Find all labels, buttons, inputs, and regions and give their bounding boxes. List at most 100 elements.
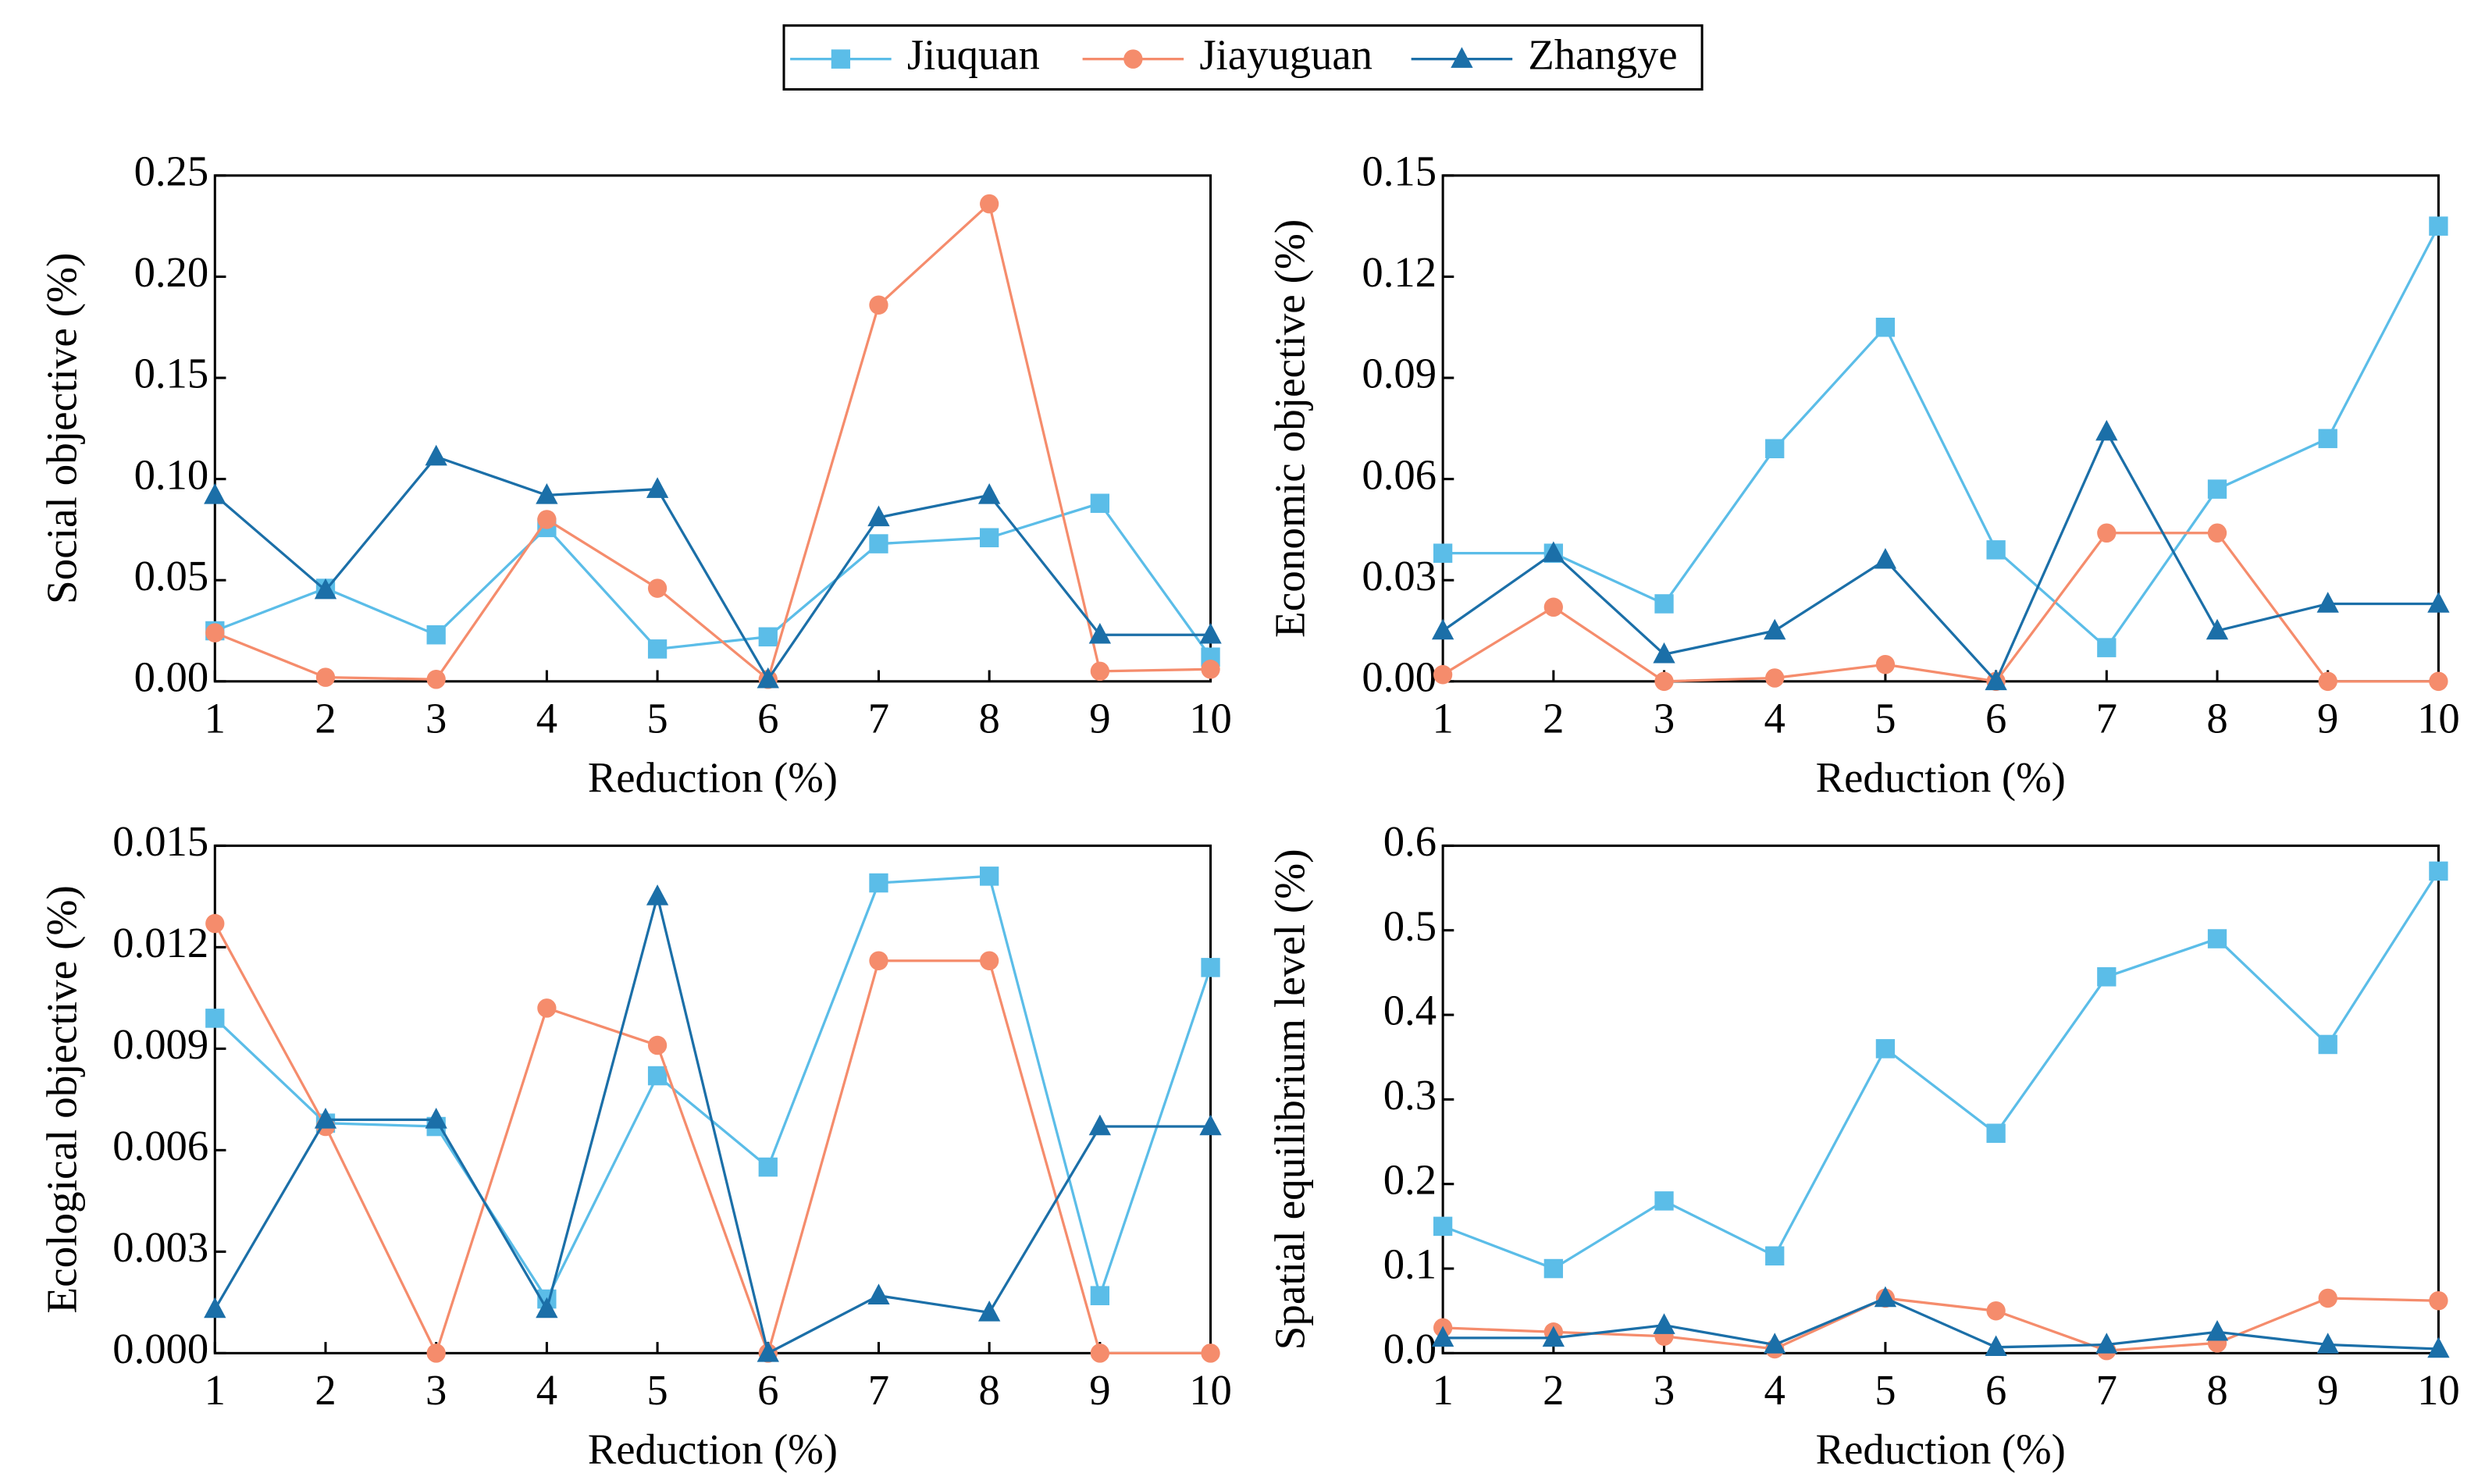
series-line	[1443, 225, 2440, 650]
marker	[425, 1108, 447, 1129]
marker	[1543, 597, 1563, 617]
marker	[537, 998, 557, 1018]
marker	[2316, 1333, 2339, 1354]
series-line	[213, 895, 1211, 1355]
marker	[1543, 1258, 1563, 1279]
marker	[869, 873, 888, 893]
marker	[757, 1341, 779, 1362]
x-tick-label: 8	[2206, 1366, 2227, 1414]
marker	[2207, 929, 2227, 948]
marker	[1654, 1191, 1674, 1211]
x-tick-label: 3	[425, 1366, 447, 1414]
marker	[869, 295, 888, 315]
marker	[1433, 543, 1453, 563]
series-line	[1443, 1297, 2439, 1352]
marker	[2095, 419, 2118, 441]
x-tick-label: 10	[1189, 1366, 1232, 1414]
y-tick-label: 0.09	[1362, 349, 1437, 397]
x-tick-label: 9	[2317, 694, 2338, 742]
marker	[646, 477, 669, 498]
marker	[1201, 1343, 1220, 1363]
y-tick-label: 0.15	[1362, 147, 1437, 194]
marker	[2095, 1333, 2118, 1354]
marker	[1765, 668, 1785, 688]
x-tick-label: 4	[1764, 1366, 1786, 1414]
marker	[426, 625, 446, 645]
series-line	[214, 874, 1212, 1302]
marker	[2318, 671, 2337, 692]
y-tick-label: 0.25	[134, 147, 209, 194]
marker	[757, 667, 779, 689]
marker	[205, 913, 225, 934]
marker	[978, 1301, 1001, 1322]
marker	[2206, 618, 2229, 640]
y-axis-label: Social objective (%)	[38, 253, 86, 604]
marker	[1653, 1313, 1675, 1334]
series-line	[1442, 870, 2440, 1270]
marker	[647, 1066, 668, 1086]
legend-box	[782, 24, 1704, 91]
marker	[867, 505, 890, 527]
x-tick-label: 5	[646, 1366, 668, 1414]
marker	[205, 1009, 225, 1028]
marker	[758, 627, 778, 647]
legend-label: Zhangye	[1528, 30, 1677, 78]
marker	[1875, 654, 1896, 674]
y-tick-label: 0.00	[134, 653, 209, 700]
x-tick-label: 4	[536, 694, 557, 742]
y-tick-label: 0.1	[1383, 1240, 1437, 1287]
x-tick-label: 6	[757, 1366, 778, 1414]
marker	[1431, 1326, 1454, 1347]
marker	[2318, 1034, 2337, 1055]
marker	[314, 578, 337, 600]
marker	[1433, 1216, 1453, 1237]
marker	[2206, 1319, 2229, 1341]
y-tick-label: 0.03	[1362, 552, 1437, 600]
y-tick-label: 0.5	[1383, 902, 1437, 949]
marker	[2097, 523, 2117, 543]
x-tick-label: 9	[1089, 694, 1110, 742]
x-tick-label: 3	[425, 694, 447, 742]
x-tick-label: 7	[868, 1366, 889, 1414]
marker	[1542, 1326, 1565, 1347]
marker	[1090, 661, 1110, 682]
series-line	[214, 455, 1211, 682]
x-tick-label: 1	[205, 1366, 226, 1414]
x-tick-label: 2	[315, 694, 336, 742]
series-line	[213, 923, 1211, 1358]
marker	[205, 623, 225, 642]
marker	[204, 1297, 226, 1319]
marker	[314, 1108, 337, 1129]
marker	[537, 510, 557, 529]
x-tick-label: 6	[757, 694, 778, 742]
x-tick-label: 7	[2096, 694, 2117, 742]
marker	[758, 1157, 778, 1177]
marker	[980, 951, 999, 970]
marker	[1201, 958, 1220, 977]
marker	[867, 1283, 890, 1304]
series-line	[1442, 532, 2439, 683]
marker	[2316, 592, 2339, 613]
marker	[1874, 547, 1897, 569]
marker	[1985, 669, 2007, 691]
x-tick-label: 5	[646, 694, 668, 742]
y-tick-label: 0.006	[112, 1122, 208, 1169]
x-axis-label: Reduction (%)	[1816, 753, 2066, 801]
x-tick-label: 8	[979, 694, 1000, 742]
marker	[1764, 1333, 1786, 1354]
marker	[1986, 540, 2006, 560]
y-tick-label: 0.6	[1383, 817, 1437, 865]
x-tick-label: 1	[205, 694, 226, 742]
x-axis-label: Reduction (%)	[588, 1425, 838, 1473]
y-tick-label: 0.015	[112, 817, 208, 865]
series-line	[214, 501, 1212, 658]
x-tick-label: 4	[1764, 694, 1786, 742]
marker	[831, 49, 851, 69]
x-tick-label: 10	[2417, 694, 2460, 742]
marker	[2097, 638, 2117, 657]
marker	[1654, 671, 1674, 692]
marker	[1986, 1123, 2006, 1143]
y-tick-label: 0.2	[1383, 1155, 1437, 1203]
marker	[1874, 1286, 1897, 1308]
